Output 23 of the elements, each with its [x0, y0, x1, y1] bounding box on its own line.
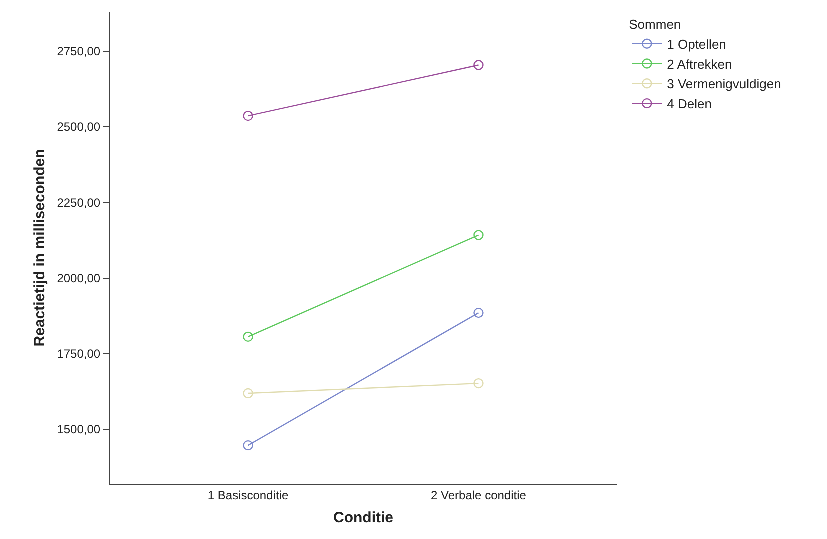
- y-tick-label: 1500,00: [57, 422, 101, 437]
- point: [243, 332, 254, 342]
- legend-title: Sommen: [629, 16, 682, 32]
- legend-label: 4 Delen: [667, 96, 712, 112]
- y-tick-label: 2500,00: [57, 120, 101, 134]
- point: [474, 378, 484, 389]
- legend-label: 2 Aftrekken: [667, 56, 732, 72]
- point: [474, 308, 484, 318]
- point: [243, 110, 254, 122]
- y-tick-label: 2250,00: [57, 196, 101, 210]
- y-tick-label: 2000,00: [57, 271, 101, 286]
- point: [474, 230, 484, 240]
- y-tick-label: 2750,00: [57, 44, 101, 59]
- x-tick-label: 1 Basisconditie: [208, 488, 289, 502]
- legend-label: 1 Optellen: [667, 36, 726, 52]
- y-axis-title: Reactietijd in milliseconden: [31, 149, 48, 347]
- point: [243, 388, 254, 399]
- point: [243, 440, 254, 451]
- point: [474, 60, 484, 70]
- x-axis-title: Conditie: [334, 509, 394, 526]
- x-tick-label: 2 Verbale conditie: [431, 488, 527, 502]
- legend-label: 3 Vermenigvuldigen: [667, 76, 782, 92]
- y-tick-label: 1750,00: [57, 347, 101, 362]
